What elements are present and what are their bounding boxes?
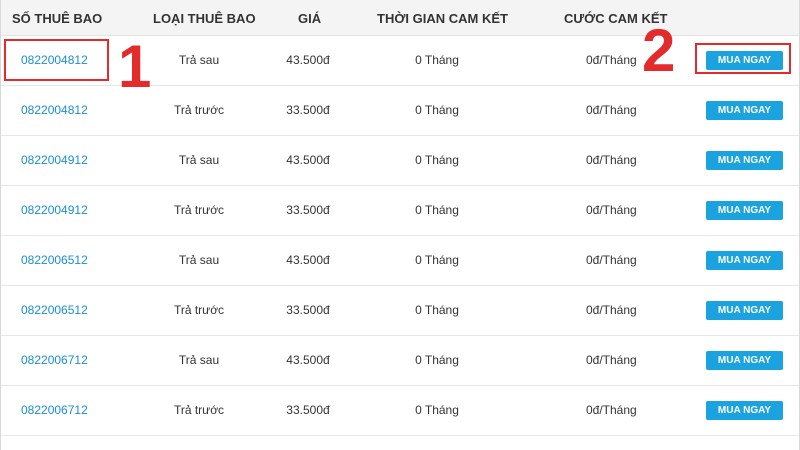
commit-time: 0 Tháng	[415, 303, 459, 317]
table-row: 0822004812 Trả sau 43.500đ 0 Tháng 0đ/Th…	[1, 36, 799, 86]
price: 33.500đ	[286, 303, 330, 317]
header-number: SỐ THUÊ BAO	[12, 11, 103, 26]
commit-time: 0 Tháng	[415, 353, 459, 367]
commit-fee: 0đ/Tháng	[586, 203, 637, 217]
subscriber-type: Trả sau	[178, 153, 220, 167]
buy-now-button[interactable]: MUA NGAY	[706, 101, 783, 120]
subscriber-type: Trả trước	[173, 103, 225, 117]
commit-fee: 0đ/Tháng	[586, 253, 637, 267]
marker-2: 2	[642, 17, 676, 84]
highlight-box-phone	[4, 39, 109, 81]
subscriber-type: Trả sau	[178, 53, 220, 67]
phone-number-link[interactable]: 0822006512	[21, 303, 88, 317]
phone-number-link[interactable]: 0822006512	[21, 253, 88, 267]
commit-time: 0 Tháng	[415, 403, 459, 417]
price: 43.500đ	[286, 53, 330, 67]
table-row: 0822006512 Trả sau 43.500đ 0 Tháng 0đ/Th…	[1, 236, 799, 286]
commit-time: 0 Tháng	[415, 153, 459, 167]
price: 43.500đ	[286, 153, 330, 167]
table-row: 0822006712 Trả sau 43.500đ 0 Tháng 0đ/Th…	[1, 336, 799, 386]
subscriber-type: Trả sau	[178, 253, 220, 267]
price: 43.500đ	[286, 253, 330, 267]
header-commit-fee: CƯỚC CAM KẾT	[564, 11, 668, 26]
phone-number-link[interactable]: 0822004912	[21, 153, 88, 167]
highlight-box-buy	[695, 43, 791, 74]
commit-fee: 0đ/Tháng	[586, 103, 637, 117]
subscriber-type: Trả trước	[173, 303, 225, 317]
header-price: GIÁ	[298, 11, 322, 26]
commit-time: 0 Tháng	[415, 103, 459, 117]
table-row: 0822004912 Trả sau 43.500đ 0 Tháng 0đ/Th…	[1, 136, 799, 186]
price: 33.500đ	[286, 103, 330, 117]
subscriber-type: Trả trước	[173, 203, 225, 217]
table-row: 0822004812 Trả trước 33.500đ 0 Tháng 0đ/…	[1, 86, 799, 136]
phone-number-link[interactable]: 0822004812	[21, 53, 88, 67]
commit-time: 0 Tháng	[415, 203, 459, 217]
buy-now-button[interactable]: MUA NGAY	[706, 401, 783, 420]
buy-now-button[interactable]: MUA NGAY	[706, 201, 783, 220]
table-row: 0822006712 Trả trước 33.500đ 0 Tháng 0đ/…	[1, 386, 799, 436]
phone-number-link[interactable]: 0822004912	[21, 203, 88, 217]
header-commit-time: THỜI GIAN CAM KẾT	[377, 11, 508, 26]
table-row: 0822006512 Trả trước 33.500đ 0 Tháng 0đ/…	[1, 286, 799, 336]
commit-fee: 0đ/Tháng	[586, 353, 637, 367]
phone-number-link[interactable]: 0822006712	[21, 403, 88, 417]
commit-time: 0 Tháng	[415, 53, 459, 67]
buy-now-button[interactable]: MUA NGAY	[706, 51, 783, 70]
phone-number-link[interactable]: 0822006712	[21, 353, 88, 367]
table-header: SỐ THUÊ BAO LOẠI THUÊ BAO GIÁ THỜI GIAN …	[1, 0, 799, 36]
buy-now-button[interactable]: MUA NGAY	[706, 151, 783, 170]
commit-fee: 0đ/Tháng	[586, 153, 637, 167]
commit-time: 0 Tháng	[415, 253, 459, 267]
buy-now-button[interactable]: MUA NGAY	[706, 301, 783, 320]
header-type: LOẠI THUÊ BAO	[153, 11, 256, 26]
buy-now-button[interactable]: MUA NGAY	[706, 251, 783, 270]
table-row: 0822004912 Trả trước 33.500đ 0 Tháng 0đ/…	[1, 186, 799, 236]
buy-now-button[interactable]: MUA NGAY	[706, 351, 783, 370]
commit-fee: 0đ/Tháng	[586, 303, 637, 317]
phone-number-link[interactable]: 0822004812	[21, 103, 88, 117]
marker-1: 1	[118, 33, 152, 100]
price: 33.500đ	[286, 203, 330, 217]
price: 33.500đ	[286, 403, 330, 417]
commit-fee: 0đ/Tháng	[586, 53, 637, 67]
subscriber-type: Trả sau	[178, 353, 220, 367]
subscriber-type: Trả trước	[173, 403, 225, 417]
price: 43.500đ	[286, 353, 330, 367]
commit-fee: 0đ/Tháng	[586, 403, 637, 417]
